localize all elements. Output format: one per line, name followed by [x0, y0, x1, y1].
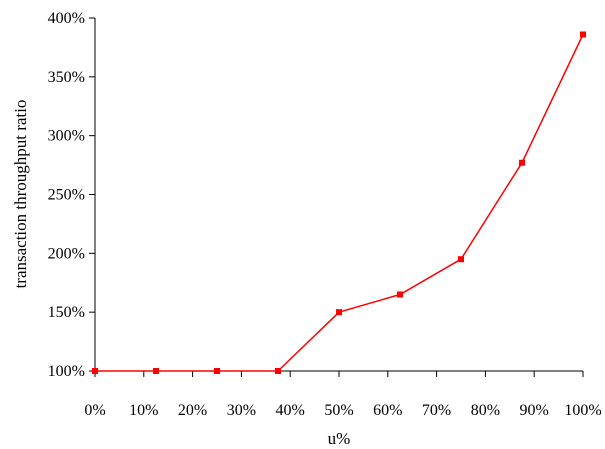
- data-point-marker: [214, 368, 220, 374]
- series-line: [95, 34, 584, 372]
- y-axis-ticks: 100% 150% 200% 250% 300% 350% 400%: [48, 10, 95, 380]
- data-point-marker: [580, 31, 586, 38]
- x-tick-label: 100%: [564, 402, 601, 419]
- y-tick-label: 100%: [48, 363, 85, 380]
- x-tick-label: 60%: [373, 402, 402, 419]
- data-point-marker: [397, 291, 403, 298]
- data-point-marker: [92, 368, 98, 374]
- data-point-marker: [275, 368, 281, 374]
- y-tick-label: 200%: [48, 245, 85, 262]
- x-tick-label: 70%: [422, 402, 451, 419]
- data-point-marker: [336, 309, 342, 316]
- x-tick-label: 0%: [84, 402, 105, 419]
- data-point-marker: [153, 368, 159, 374]
- x-tick-label: 50%: [324, 402, 353, 419]
- x-tick-label: 80%: [471, 402, 500, 419]
- series-layer: [92, 31, 586, 374]
- x-tick-label: 90%: [520, 402, 549, 419]
- y-tick-label: 350%: [48, 69, 85, 86]
- y-tick-label: 250%: [48, 187, 85, 204]
- x-axis-title: u%: [328, 429, 351, 448]
- y-tick-label: 150%: [48, 304, 85, 321]
- x-tick-label: 20%: [178, 402, 207, 419]
- x-axis-ticks: 0% 10% 20% 30% 40% 50% 60% 70% 80% 90% 100%: [84, 371, 602, 419]
- y-tick-label: 400%: [48, 10, 85, 27]
- x-tick-label: 30%: [227, 402, 256, 419]
- x-tick-label: 10%: [129, 402, 158, 419]
- y-axis-title: transaction throughput ratio: [11, 100, 30, 289]
- data-point-marker: [519, 159, 525, 166]
- x-tick-label: 40%: [276, 402, 305, 419]
- data-point-marker: [458, 256, 464, 263]
- y-tick-label: 300%: [48, 128, 85, 145]
